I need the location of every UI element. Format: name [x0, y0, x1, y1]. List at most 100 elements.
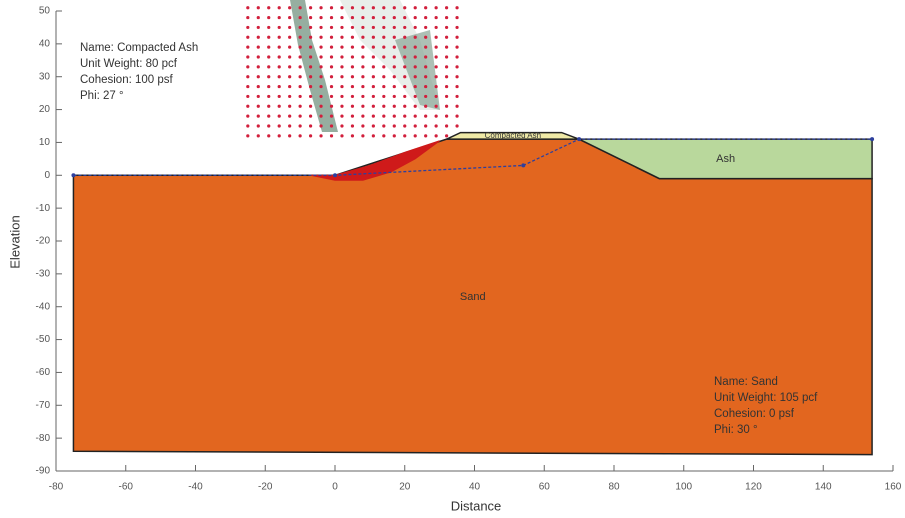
piezometric-point — [870, 137, 874, 141]
grid-center — [393, 95, 396, 98]
x-tick-label: 100 — [675, 482, 692, 493]
grid-center — [319, 16, 322, 19]
grid-center — [278, 65, 281, 68]
grid-center — [278, 105, 281, 108]
grid-center — [445, 65, 448, 68]
grid-center — [435, 46, 438, 49]
grid-center — [319, 85, 322, 88]
grid-center — [455, 26, 458, 29]
grid-center — [424, 16, 427, 19]
grid-center — [403, 85, 406, 88]
grid-center — [257, 55, 260, 58]
grid-center — [278, 124, 281, 127]
material-annotation: Name: Sand — [714, 376, 778, 388]
region-label: Compacted Ash — [485, 131, 541, 140]
grid-center — [340, 75, 343, 78]
grid-center — [299, 134, 302, 137]
grid-center — [435, 105, 438, 108]
grid-center — [382, 26, 385, 29]
grid-center — [424, 6, 427, 9]
grid-center — [393, 115, 396, 118]
grid-center — [393, 65, 396, 68]
grid-center — [319, 95, 322, 98]
y-tick-label: -60 — [36, 367, 51, 378]
grid-center — [267, 65, 270, 68]
grid-center — [309, 75, 312, 78]
grid-center — [414, 134, 417, 137]
grid-center — [319, 6, 322, 9]
grid-center — [330, 115, 333, 118]
grid-center — [267, 95, 270, 98]
x-tick-label: 140 — [815, 482, 832, 493]
grid-center — [414, 85, 417, 88]
grid-center — [309, 26, 312, 29]
grid-center — [288, 6, 291, 9]
grid-center — [351, 55, 354, 58]
material-annotation: Cohesion: 0 psf — [714, 408, 795, 420]
grid-center — [435, 95, 438, 98]
grid-center — [278, 115, 281, 118]
grid-center — [455, 85, 458, 88]
grid-center — [299, 115, 302, 118]
y-tick-label: -20 — [36, 236, 51, 247]
grid-center — [382, 134, 385, 137]
grid-center — [455, 124, 458, 127]
piezometric-point — [71, 173, 75, 177]
grid-center — [257, 16, 260, 19]
y-tick-label: 10 — [39, 137, 51, 148]
grid-center — [309, 115, 312, 118]
grid-center — [403, 16, 406, 19]
grid-center — [340, 65, 343, 68]
grid-center — [288, 75, 291, 78]
grid-center — [340, 6, 343, 9]
grid-center — [309, 124, 312, 127]
grid-center — [372, 26, 375, 29]
grid-center — [340, 16, 343, 19]
grid-center — [246, 75, 249, 78]
grid-center — [414, 65, 417, 68]
grid-center — [435, 75, 438, 78]
grid-center — [372, 6, 375, 9]
grid-center — [330, 85, 333, 88]
material-annotation: Unit Weight: 80 pcf — [80, 58, 178, 70]
grid-center — [393, 124, 396, 127]
grid-center — [455, 6, 458, 9]
grid-center — [278, 26, 281, 29]
grid-center — [246, 16, 249, 19]
grid-center — [445, 16, 448, 19]
x-tick-label: 40 — [469, 482, 481, 493]
grid-center — [424, 115, 427, 118]
grid-center — [424, 124, 427, 127]
grid-center — [393, 75, 396, 78]
grid-center — [445, 134, 448, 137]
grid-center — [435, 36, 438, 39]
grid-center — [435, 65, 438, 68]
grid-center — [414, 75, 417, 78]
grid-center — [455, 46, 458, 49]
grid-center — [455, 75, 458, 78]
grid-center — [361, 75, 364, 78]
y-tick-label: -70 — [36, 400, 51, 411]
grid-center — [340, 105, 343, 108]
grid-center — [393, 6, 396, 9]
grid-center — [309, 36, 312, 39]
region-label: Sand — [460, 291, 486, 303]
grid-center — [278, 134, 281, 137]
grid-center — [403, 105, 406, 108]
grid-center — [424, 26, 427, 29]
grid-center — [288, 85, 291, 88]
grid-center — [319, 134, 322, 137]
y-tick-label: -90 — [36, 466, 51, 477]
y-tick-label: -40 — [36, 301, 51, 312]
grid-center — [309, 65, 312, 68]
y-tick-label: -80 — [36, 433, 51, 444]
grid-center — [246, 26, 249, 29]
grid-center — [340, 46, 343, 49]
grid-center — [372, 95, 375, 98]
grid-center — [372, 36, 375, 39]
grid-center — [382, 16, 385, 19]
grid-center — [351, 95, 354, 98]
grid-center — [372, 85, 375, 88]
grid-center — [330, 75, 333, 78]
grid-center — [340, 26, 343, 29]
